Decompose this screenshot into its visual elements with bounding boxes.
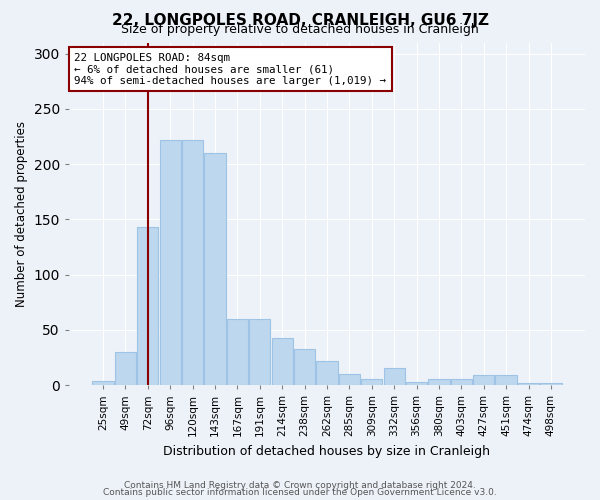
Text: 22 LONGPOLES ROAD: 84sqm
← 6% of detached houses are smaller (61)
94% of semi-de: 22 LONGPOLES ROAD: 84sqm ← 6% of detache…: [74, 53, 386, 86]
Text: Contains public sector information licensed under the Open Government Licence v3: Contains public sector information licen…: [103, 488, 497, 497]
Bar: [205, 153, 226, 385]
Bar: [92, 380, 113, 385]
Bar: [249, 318, 271, 385]
Y-axis label: Number of detached properties: Number of detached properties: [15, 121, 28, 307]
X-axis label: Distribution of detached houses by size in Cranleigh: Distribution of detached houses by size …: [163, 444, 490, 458]
Bar: [294, 348, 315, 385]
Bar: [406, 382, 427, 385]
Bar: [428, 380, 449, 385]
Text: Size of property relative to detached houses in Cranleigh: Size of property relative to detached ho…: [121, 22, 479, 36]
Bar: [115, 352, 136, 385]
Bar: [137, 227, 158, 385]
Bar: [160, 140, 181, 385]
Bar: [361, 380, 382, 385]
Bar: [496, 375, 517, 385]
Bar: [540, 383, 562, 385]
Bar: [451, 380, 472, 385]
Text: Contains HM Land Registry data © Crown copyright and database right 2024.: Contains HM Land Registry data © Crown c…: [124, 480, 476, 490]
Bar: [227, 318, 248, 385]
Bar: [272, 338, 293, 385]
Bar: [182, 140, 203, 385]
Bar: [339, 374, 360, 385]
Text: 22, LONGPOLES ROAD, CRANLEIGH, GU6 7JZ: 22, LONGPOLES ROAD, CRANLEIGH, GU6 7JZ: [112, 12, 488, 28]
Bar: [316, 360, 338, 385]
Bar: [383, 368, 405, 385]
Bar: [518, 383, 539, 385]
Bar: [473, 375, 494, 385]
